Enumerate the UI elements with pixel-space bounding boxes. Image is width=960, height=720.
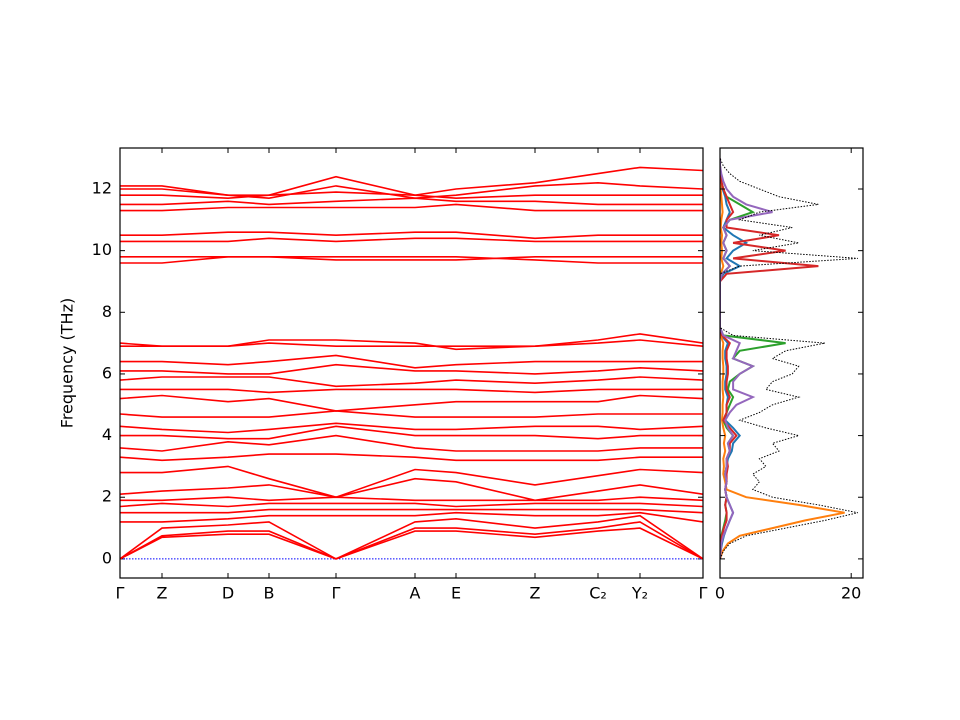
- x-tick-label: 20: [841, 584, 861, 603]
- band-line: [120, 181, 703, 200]
- plot-frame: [119, 147, 704, 579]
- dos-line: [720, 158, 773, 559]
- y-tick-label: 6: [102, 363, 112, 382]
- band-line: [120, 394, 703, 412]
- x-tick-label: Z: [157, 584, 168, 603]
- band-line: [120, 422, 703, 434]
- y-tick-label: 2: [102, 487, 112, 506]
- band-line: [120, 354, 703, 369]
- x-tick-label: B: [264, 584, 275, 603]
- band-line: [120, 465, 703, 499]
- band-line: [120, 511, 703, 523]
- band-line: [120, 521, 703, 560]
- band-line: [120, 527, 703, 560]
- x-tick-label: C₂: [589, 584, 607, 603]
- band-line: [120, 502, 703, 508]
- band-line: [120, 388, 703, 394]
- y-tick-label: 10: [92, 240, 112, 259]
- x-tick-label: Γ: [699, 584, 708, 603]
- x-tick-label: E: [451, 584, 461, 603]
- x-tick-label: Γ: [332, 584, 341, 603]
- band-line: [120, 496, 703, 502]
- band-line: [120, 376, 703, 388]
- y-tick-label: 12: [92, 178, 112, 197]
- x-tick-label: A: [410, 584, 421, 603]
- band-line: [120, 256, 703, 261]
- y-axis-label: Frequency (THz): [58, 298, 77, 428]
- band-line: [120, 231, 703, 240]
- x-tick-label: Γ: [116, 584, 125, 603]
- y-tick-label: 8: [102, 302, 112, 321]
- band-line: [120, 363, 703, 375]
- band-line: [120, 477, 703, 502]
- x-tick-label: Z: [530, 584, 541, 603]
- band-line: [120, 410, 703, 418]
- band-line: [120, 453, 703, 462]
- x-tick-label: D: [222, 584, 234, 603]
- x-tick-label: 0: [715, 584, 725, 603]
- band-line: [120, 256, 703, 264]
- dos-line: [720, 158, 845, 560]
- band-line: [120, 197, 703, 206]
- band-line: [120, 434, 703, 452]
- band-line: [120, 333, 703, 351]
- band-line: [120, 425, 703, 440]
- y-tick-label: 4: [102, 425, 112, 444]
- plot-frame: [719, 147, 864, 579]
- y-tick-label: 0: [102, 548, 112, 567]
- dos-line: [720, 158, 858, 560]
- band-line: [120, 166, 703, 197]
- x-tick-label: Y₂: [631, 584, 648, 603]
- band-line: [120, 508, 703, 514]
- band-line: [120, 237, 703, 243]
- band-line: [120, 514, 703, 560]
- band-line: [120, 203, 703, 212]
